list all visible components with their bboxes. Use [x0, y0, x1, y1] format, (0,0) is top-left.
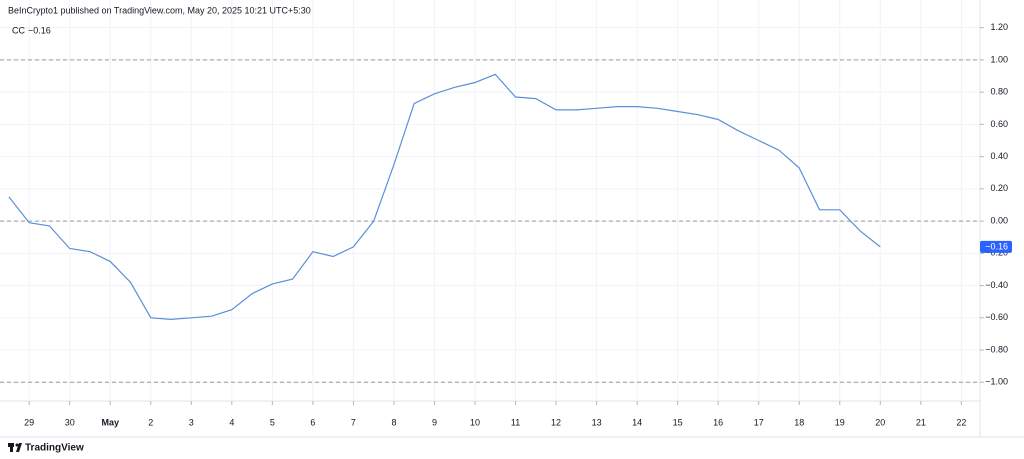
x-tick-label: 30: [65, 417, 75, 427]
y-tick-label: 0.60: [990, 119, 1008, 129]
y-tick-label: 0.20: [990, 183, 1008, 193]
tv-logo: [8, 443, 22, 452]
y-tick-label: 0.80: [990, 87, 1008, 97]
x-tick-label: 16: [713, 417, 723, 427]
y-tick-label: −1.00: [985, 377, 1008, 387]
x-tick-label: 2: [148, 417, 153, 427]
x-tick-label: 14: [632, 417, 642, 427]
x-tick-label: 12: [551, 417, 561, 427]
y-tick-label: −0.80: [985, 344, 1008, 354]
x-tick-label: 4: [229, 417, 234, 427]
legend-name: CC: [12, 25, 25, 35]
x-tick-label: 20: [875, 417, 885, 427]
y-tick-label: 0.40: [990, 151, 1008, 161]
x-tick-label: 19: [835, 417, 845, 427]
footer-brand: TradingView: [25, 443, 84, 454]
x-tick-label: 11: [511, 417, 520, 427]
x-tick-label: 17: [754, 417, 764, 427]
last-value-tag: [980, 240, 1012, 253]
x-tick-label: 13: [592, 417, 602, 427]
y-tick-label: 0.00: [990, 215, 1008, 225]
y-tick-label: −0.40: [985, 280, 1008, 290]
legend-value: −0.16: [28, 25, 51, 35]
header: BeInCrypto1 published on TradingView.com…: [8, 5, 311, 15]
y-tick-label: 1.20: [990, 22, 1008, 32]
x-tick-label: 10: [470, 417, 480, 427]
x-tick-label: 21: [916, 417, 926, 427]
x-tick-label: May: [101, 417, 119, 427]
y-tick-label: 1.00: [990, 54, 1008, 64]
x-tick-label: 9: [432, 417, 437, 427]
x-tick-label: 18: [794, 417, 804, 427]
x-tick-label: 3: [189, 417, 194, 427]
x-tick-label: 6: [310, 417, 315, 427]
x-tick-label: 8: [391, 417, 396, 427]
x-tick-label: 7: [351, 417, 356, 427]
x-tick-label: 29: [24, 417, 34, 427]
x-tick-label: 15: [673, 417, 683, 427]
series-line: [8, 73, 881, 321]
last-value-label: −0.16: [985, 241, 1008, 251]
x-tick-label: 22: [956, 417, 966, 427]
y-tick-label: −0.60: [985, 312, 1008, 322]
x-tick-label: 5: [270, 417, 275, 427]
